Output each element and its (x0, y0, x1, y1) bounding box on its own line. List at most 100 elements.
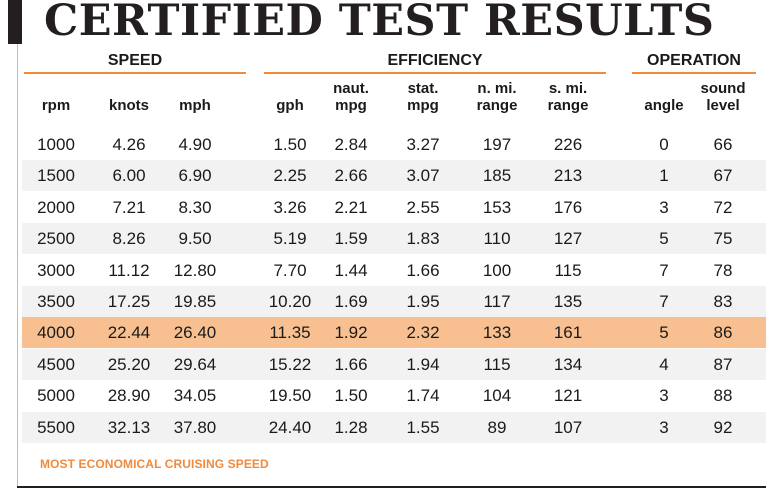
cell-angle: 3 (659, 386, 669, 406)
table-row: 2500 8.26 9.50 5.19 1.59 1.83 110 127 5 75 (22, 223, 766, 255)
table-row: 1000 4.26 4.90 1.50 2.84 3.27 197 226 0 66 (22, 129, 766, 160)
cell-nmi-range: 115 (483, 354, 511, 374)
cell-mph: 12.80 (173, 260, 217, 280)
cell-knots: 7.21 (112, 197, 146, 217)
group-underline-speed (24, 72, 246, 74)
cell-knots: 4.26 (112, 135, 146, 154)
cell-gph: 3.26 (273, 197, 307, 217)
column-header-angle: angle (644, 97, 684, 114)
cell-stat-mpg: 1.55 (406, 417, 440, 437)
cell-sound-level: 72 (713, 197, 733, 217)
group-underline-operation (632, 72, 756, 74)
cell-smi-range: 161 (553, 323, 583, 343)
column-header-knots: knots (108, 97, 149, 114)
cell-rpm: 2000 (37, 197, 75, 217)
cell-smi-range: 107 (553, 417, 583, 437)
cell-angle: 7 (659, 260, 669, 280)
footnote-legend: MOST ECONOMICAL CRUISING SPEED (40, 457, 269, 471)
cell-rpm: 5500 (37, 417, 75, 437)
cell-naut-mpg: 2.66 (334, 166, 368, 186)
table-row: 5000 28.90 34.05 19.50 1.50 1.74 104 121 3 88 (22, 380, 766, 411)
cell-smi-range: 135 (553, 292, 583, 311)
cell-sound-level: 87 (713, 354, 733, 374)
group-header-speed: SPEED (107, 52, 163, 69)
cell-smi-range: 213 (553, 166, 583, 186)
table-row-highlighted: 4000 22.44 26.40 11.35 1.92 2.32 133 161 5 86 (22, 317, 766, 349)
cell-stat-mpg: 2.55 (406, 197, 440, 217)
cell-angle: 4 (659, 354, 669, 374)
cell-knots: 28.90 (107, 386, 151, 406)
cell-rpm: 1500 (37, 166, 75, 186)
table-row: 3500 17.25 19.85 10.20 1.69 1.95 117 135 7 83 (22, 286, 766, 317)
table-row: 3000 11.12 12.80 7.70 1.44 1.66 100 115 7 78 (22, 255, 766, 286)
cell-sound-level: 92 (713, 417, 733, 437)
frame-bottom-rule (17, 486, 766, 488)
cell-gph: 1.50 (273, 135, 307, 154)
column-header-nmi-range: n. mi. range (476, 80, 518, 114)
cell-stat-mpg: 1.83 (406, 229, 440, 249)
cell-rpm: 3500 (37, 292, 75, 311)
cell-rpm: 4500 (37, 354, 75, 374)
cell-stat-mpg: 3.07 (406, 166, 440, 186)
cell-sound-level: 88 (713, 386, 733, 406)
cell-gph: 10.20 (268, 292, 312, 311)
cell-gph: 7.70 (273, 260, 307, 280)
cell-nmi-range: 89 (487, 417, 507, 437)
group-underline-efficiency (264, 72, 606, 74)
cell-sound-level: 78 (713, 260, 733, 280)
cell-angle: 7 (659, 292, 669, 311)
cell-mph: 26.40 (173, 323, 217, 343)
column-header-smi-range: s. mi. range (547, 80, 589, 114)
table-row: 4500 25.20 29.64 15.22 1.66 1.94 115 134 4 87 (22, 348, 766, 380)
cell-sound-level: 67 (713, 166, 733, 186)
cell-angle: 5 (659, 229, 669, 249)
cell-knots: 22.44 (107, 323, 151, 343)
cell-gph: 19.50 (268, 386, 312, 406)
cell-angle: 3 (659, 197, 669, 217)
cell-naut-mpg: 1.28 (334, 417, 368, 437)
cell-stat-mpg: 1.66 (406, 260, 440, 280)
cell-nmi-range: 104 (482, 386, 512, 406)
cell-smi-range: 115 (554, 260, 582, 280)
cell-mph: 34.05 (173, 386, 217, 406)
cell-mph: 37.80 (173, 417, 217, 437)
table-row: 1500 6.00 6.90 2.25 2.66 3.07 185 213 1 67 (22, 160, 766, 192)
cell-stat-mpg: 1.95 (406, 292, 440, 311)
cell-angle: 1 (659, 166, 669, 186)
cell-nmi-range: 117 (483, 292, 511, 311)
cell-stat-mpg: 1.74 (406, 386, 440, 406)
cell-knots: 32.13 (107, 417, 151, 437)
cell-mph: 9.50 (178, 229, 212, 249)
group-header-efficiency: EFFICIENCY (387, 52, 483, 69)
cell-smi-range: 134 (553, 354, 583, 374)
cell-sound-level: 66 (713, 135, 733, 154)
cell-mph: 4.90 (178, 135, 212, 154)
cell-rpm: 1000 (37, 135, 75, 154)
cell-mph: 6.90 (178, 166, 212, 186)
cell-mph: 29.64 (173, 354, 217, 374)
cell-sound-level: 83 (713, 292, 733, 311)
cell-rpm: 2500 (37, 229, 75, 249)
column-header-stat-mpg: stat. mpg (407, 80, 439, 114)
table-row: 2000 7.21 8.30 3.26 2.21 2.55 153 176 3 72 (22, 192, 766, 223)
cell-gph: 5.19 (273, 229, 307, 249)
frame-left-rule (17, 44, 18, 486)
cell-naut-mpg: 2.84 (334, 135, 368, 154)
cell-smi-range: 121 (553, 386, 583, 406)
cell-gph: 24.40 (268, 417, 312, 437)
cell-nmi-range: 100 (482, 260, 512, 280)
cell-mph: 8.30 (178, 197, 212, 217)
cell-smi-range: 176 (553, 197, 583, 217)
cell-nmi-range: 197 (482, 135, 512, 154)
cell-mph: 19.85 (173, 292, 217, 311)
cell-nmi-range: 153 (482, 197, 512, 217)
title-accent-bar (8, 0, 22, 44)
cell-nmi-range: 110 (483, 229, 511, 249)
cell-smi-range: 226 (553, 135, 583, 154)
cell-sound-level: 75 (713, 229, 733, 249)
cell-knots: 17.25 (107, 292, 151, 311)
cell-gph: 2.25 (273, 166, 307, 186)
cell-stat-mpg: 3.27 (406, 135, 440, 154)
cell-naut-mpg: 1.69 (334, 292, 368, 311)
cell-knots: 6.00 (112, 166, 146, 186)
